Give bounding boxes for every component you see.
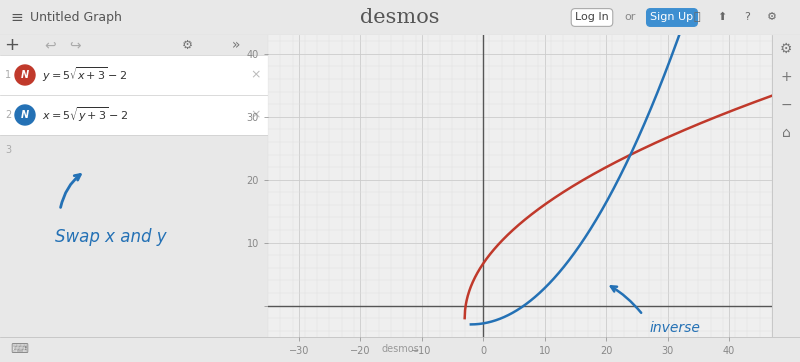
Text: +: + xyxy=(780,70,792,84)
Text: Sign Up: Sign Up xyxy=(650,13,694,22)
FancyBboxPatch shape xyxy=(0,95,268,135)
Circle shape xyxy=(15,65,35,85)
Text: N: N xyxy=(21,70,29,80)
Text: ⌨: ⌨ xyxy=(10,343,28,356)
Text: inverse: inverse xyxy=(649,321,700,335)
Text: ×: × xyxy=(250,109,262,122)
Text: or: or xyxy=(624,13,636,22)
Text: 1: 1 xyxy=(5,70,11,80)
Text: $y = 5\sqrt{x+3} - 2$: $y = 5\sqrt{x+3} - 2$ xyxy=(42,66,127,84)
Text: desmos: desmos xyxy=(381,345,419,354)
FancyBboxPatch shape xyxy=(0,55,268,95)
Text: Log In: Log In xyxy=(575,13,609,22)
Text: ↪: ↪ xyxy=(69,38,81,52)
Text: 2: 2 xyxy=(5,110,11,120)
Text: ⚙: ⚙ xyxy=(767,13,777,22)
Text: ?: ? xyxy=(744,13,750,22)
Text: Untitled Graph: Untitled Graph xyxy=(30,11,122,24)
Text: desmos: desmos xyxy=(360,8,440,27)
Text: +: + xyxy=(5,36,19,54)
Text: »: » xyxy=(231,38,240,52)
Text: −: − xyxy=(780,98,792,112)
Text: ⌂: ⌂ xyxy=(782,126,790,140)
Text: $x = 5\sqrt{y+3} - 2$: $x = 5\sqrt{y+3} - 2$ xyxy=(42,106,129,125)
Text: ⬆: ⬆ xyxy=(718,13,726,22)
Circle shape xyxy=(15,105,35,125)
Text: ⚙: ⚙ xyxy=(182,38,194,51)
Text: 🏆: 🏆 xyxy=(694,13,700,22)
Text: ≡: ≡ xyxy=(10,10,22,25)
Text: N: N xyxy=(21,110,29,120)
Text: Swap x and y: Swap x and y xyxy=(55,228,166,246)
Text: ×: × xyxy=(250,68,262,81)
Text: ⚙: ⚙ xyxy=(780,42,792,56)
Text: ↩: ↩ xyxy=(44,38,56,52)
Text: 3: 3 xyxy=(5,145,11,155)
